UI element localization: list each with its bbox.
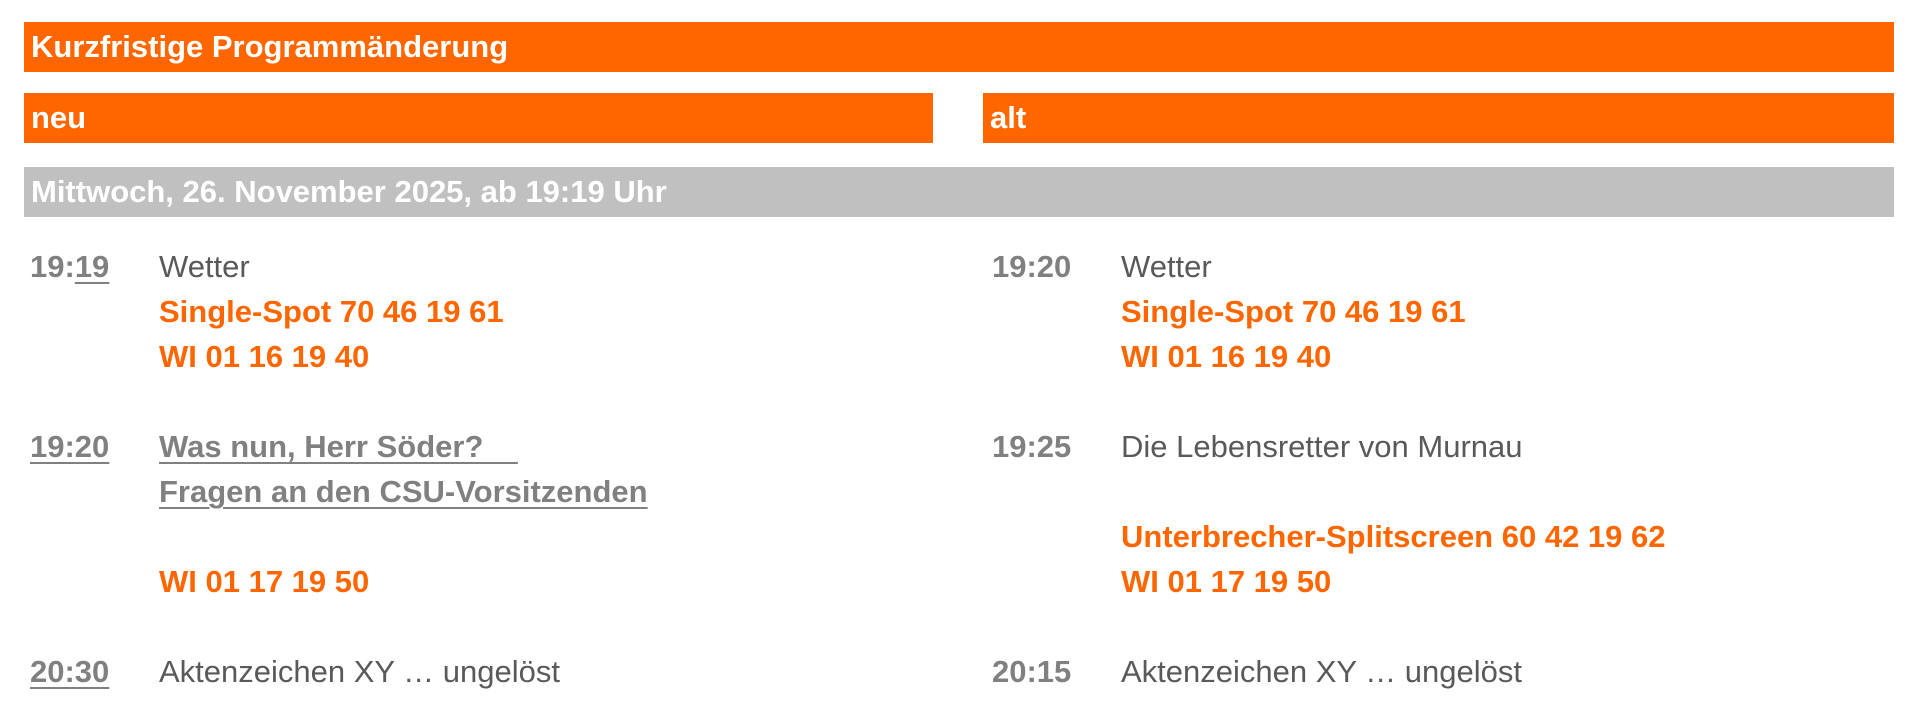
schedule-entry: 20:30 Aktenzeichen XY … ungelöst xyxy=(30,649,648,694)
new-schedule: 19:19 Wetter Single-Spot 70 46 19 61 WI … xyxy=(30,244,648,694)
entry-title: Wetter xyxy=(1121,249,1212,284)
entry-title: Wetter xyxy=(159,249,250,284)
time-hours: 19: xyxy=(30,249,75,284)
date-header: Mittwoch, 26. November 2025, ab 19:19 Uh… xyxy=(24,167,1894,217)
entry-title: Was nun, Herr Söder? xyxy=(159,429,518,464)
entry-title: Aktenzeichen XY … ungelöst xyxy=(159,654,560,689)
entry-code: WI 01 16 19 40 xyxy=(1121,339,1332,374)
time-minutes-changed: 19 xyxy=(74,249,110,284)
entry-time: 20:15 xyxy=(992,654,1072,689)
entry-code: WI 01 17 19 50 xyxy=(1121,564,1332,599)
entry-time: 19:25 xyxy=(992,429,1072,464)
page-title: Kurzfristige Programmänderung xyxy=(24,22,1894,72)
entry-subtitle: Fragen an den CSU-Vorsitzenden xyxy=(159,474,648,509)
entry-time: 19:20 xyxy=(992,249,1072,284)
entry-time: 19:19 xyxy=(30,244,159,379)
column-header-old: alt xyxy=(983,93,1894,143)
schedule-entry: 19:19 Wetter Single-Spot 70 46 19 61 WI … xyxy=(30,244,648,379)
entry-code: Unterbrecher-Splitscreen 60 42 19 62 xyxy=(1121,519,1666,554)
entry-title: Die Lebensretter von Murnau xyxy=(1121,429,1523,464)
schedule-entry: 19:25 Die Lebensretter von Murnau Unterb… xyxy=(992,424,1666,604)
entry-code: Single-Spot 70 46 19 61 xyxy=(159,294,504,329)
entry-code: Single-Spot 70 46 19 61 xyxy=(1121,294,1466,329)
entry-code: WI 01 17 19 50 xyxy=(159,564,370,599)
entry-title: Aktenzeichen XY … ungelöst xyxy=(1121,654,1522,689)
schedule-entry: 19:20 Was nun, Herr Söder? Fragen an den… xyxy=(30,424,648,604)
old-schedule: 19:20 Wetter Single-Spot 70 46 19 61 WI … xyxy=(992,244,1666,694)
entry-time: 20:30 xyxy=(30,654,110,689)
entry-time: 19:20 xyxy=(30,429,110,464)
entry-code: WI 01 16 19 40 xyxy=(159,339,370,374)
column-header-new: neu xyxy=(24,93,933,143)
schedule-entry: 19:20 Wetter Single-Spot 70 46 19 61 WI … xyxy=(992,244,1666,379)
schedule-entry: 20:15 Aktenzeichen XY … ungelöst xyxy=(992,649,1666,694)
